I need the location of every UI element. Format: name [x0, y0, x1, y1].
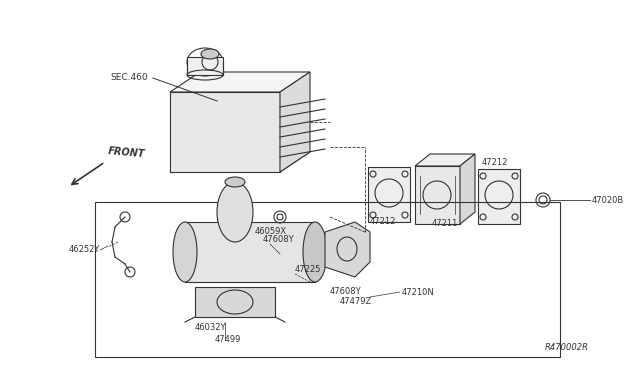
Polygon shape — [325, 222, 370, 277]
Polygon shape — [460, 154, 475, 224]
Text: 46032Y: 46032Y — [195, 323, 227, 332]
Ellipse shape — [173, 222, 197, 282]
Text: 47020B: 47020B — [592, 196, 624, 205]
Ellipse shape — [303, 222, 327, 282]
Text: 47212: 47212 — [370, 217, 396, 226]
Polygon shape — [415, 166, 460, 224]
Text: 46059X: 46059X — [255, 227, 287, 236]
Text: SEC.460: SEC.460 — [110, 73, 148, 81]
Polygon shape — [478, 169, 520, 224]
Text: 47499: 47499 — [215, 335, 241, 344]
Polygon shape — [280, 72, 310, 172]
Bar — [187, 57, 223, 75]
Ellipse shape — [217, 182, 253, 242]
Text: 46252Y: 46252Y — [68, 245, 100, 254]
Text: 47225: 47225 — [295, 265, 321, 274]
Polygon shape — [170, 152, 310, 172]
Text: 47608Y: 47608Y — [263, 235, 294, 244]
Polygon shape — [368, 167, 410, 222]
Text: FRONT: FRONT — [108, 146, 146, 159]
Text: 47212: 47212 — [482, 158, 508, 167]
Polygon shape — [415, 154, 475, 166]
Ellipse shape — [225, 177, 245, 187]
Bar — [95, 202, 560, 357]
Text: 47211: 47211 — [432, 219, 458, 228]
Polygon shape — [185, 222, 315, 282]
Polygon shape — [170, 72, 310, 92]
Text: R470002R: R470002R — [545, 343, 589, 352]
Text: 47479Z: 47479Z — [340, 297, 372, 306]
Text: 47210N: 47210N — [402, 288, 435, 297]
Text: 47608Y: 47608Y — [330, 287, 362, 296]
Ellipse shape — [201, 49, 219, 59]
Bar — [195, 287, 275, 317]
Polygon shape — [170, 92, 280, 172]
